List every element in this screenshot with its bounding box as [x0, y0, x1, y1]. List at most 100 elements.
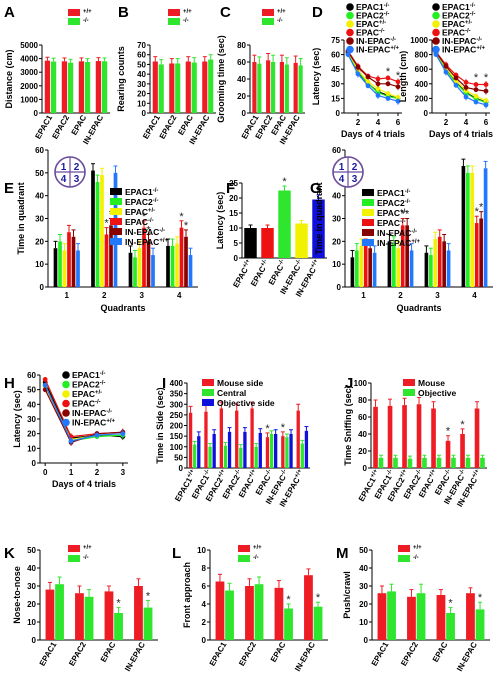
x-tick-label: IN-EPAC [455, 640, 479, 673]
data-point [375, 86, 381, 92]
bar [55, 584, 64, 640]
bar [400, 225, 405, 287]
bar [170, 245, 175, 287]
legend-swatch [110, 238, 122, 245]
bar [372, 252, 377, 287]
panel-letter: A [4, 4, 15, 21]
y-axis-label: Time Sniffing (sec) [343, 385, 353, 465]
y-tick-label: 30 [359, 582, 368, 591]
y-axis-label: Nose-to-nose [12, 566, 22, 624]
legend-label: EPAC-/- [442, 28, 471, 38]
bar [479, 218, 483, 287]
legend-label: IN-EPAC+/+ [356, 45, 399, 55]
data-point [473, 99, 479, 105]
legend-label: IN-EPAC+/+ [72, 418, 115, 428]
y-tick-label: 75 [331, 36, 340, 45]
y-tick-label: 60 [35, 146, 44, 155]
bar [422, 457, 427, 468]
bar [261, 228, 274, 258]
bar [158, 64, 164, 113]
maze-quadrant-label: 1 [61, 162, 67, 173]
legend-swatch [432, 28, 440, 37]
y-tick-label: 20 [35, 237, 44, 246]
x-tick-label: 2 [356, 118, 361, 127]
data-point [463, 85, 469, 90]
legend-swatch [398, 545, 410, 552]
bar [304, 430, 309, 468]
x-tick-label: EPAC1 [208, 640, 229, 668]
bar [269, 434, 274, 468]
bar [245, 586, 254, 640]
y-tick-label: 350 [170, 390, 184, 399]
x-tick-label: 3 [121, 468, 126, 477]
data-point [483, 98, 489, 103]
legend-swatch [62, 380, 70, 389]
legend-label: EPAC+/- [442, 19, 472, 29]
bar [470, 172, 475, 287]
bar [239, 447, 243, 468]
bar [243, 431, 247, 468]
bar [152, 61, 158, 113]
x-tick-label: 3 [435, 291, 440, 300]
bar [104, 234, 109, 287]
panel-letter: L [172, 545, 181, 562]
bar [250, 408, 254, 468]
legend-label: -/- [83, 18, 89, 24]
bar [227, 431, 232, 468]
bar [304, 575, 313, 640]
maze-quadrant-label: 4 [339, 174, 345, 185]
bar [442, 241, 446, 287]
panel-letter: D [312, 4, 323, 21]
y-tick-label: 0 [242, 109, 247, 118]
legend-swatch [362, 239, 374, 246]
legend-swatch [362, 219, 374, 226]
significance-star: * [146, 224, 151, 236]
y-tick-label: 0 [424, 109, 429, 118]
y-tick-label: 30 [137, 80, 146, 89]
data-point [473, 93, 479, 99]
y-tick-label: 10 [332, 260, 341, 269]
y-tick-label: 1000 [410, 36, 428, 45]
data-point [443, 69, 449, 75]
legend-swatch [432, 45, 440, 54]
legend-swatch [168, 9, 180, 16]
significance-star: * [446, 426, 451, 438]
y-tick-label: 10 [137, 99, 146, 108]
bar [279, 62, 284, 113]
y-tick-label: 0 [337, 283, 342, 292]
data-point [365, 83, 371, 89]
y-tick-label: 200 [415, 94, 429, 103]
x-tick-label: 6 [484, 118, 489, 127]
bar [387, 591, 396, 640]
y-tick-label: 30 [35, 215, 44, 224]
bar [405, 225, 409, 287]
legend-label: EPAC+/- [125, 207, 155, 217]
legend-swatch [362, 189, 374, 196]
x-tick-label: 4 [177, 291, 182, 300]
bar [212, 434, 216, 468]
x-tick-label: 2 [398, 291, 403, 300]
y-tick-label: 0 [202, 636, 207, 645]
bar [407, 458, 413, 468]
bar [75, 593, 84, 640]
x-tick-label: 3 [140, 291, 145, 300]
data-point [385, 96, 391, 101]
x-tick-label: EPAC2 [67, 640, 88, 668]
legend-swatch [110, 198, 122, 205]
y-tick-label: 0 [336, 109, 341, 118]
y-tick-label: 80 [358, 396, 367, 405]
bar [78, 61, 85, 113]
legend-swatch [432, 3, 440, 11]
legend-label: Objective [418, 388, 457, 398]
y-tick-label: 20 [358, 447, 367, 456]
bar [446, 250, 451, 287]
maze-quadrant-label: 2 [352, 162, 358, 173]
legend-label: -/- [277, 18, 283, 24]
legend-label: EPAC1-/- [377, 188, 410, 198]
bar [293, 62, 298, 113]
y-tick-label: 20 [332, 237, 341, 246]
